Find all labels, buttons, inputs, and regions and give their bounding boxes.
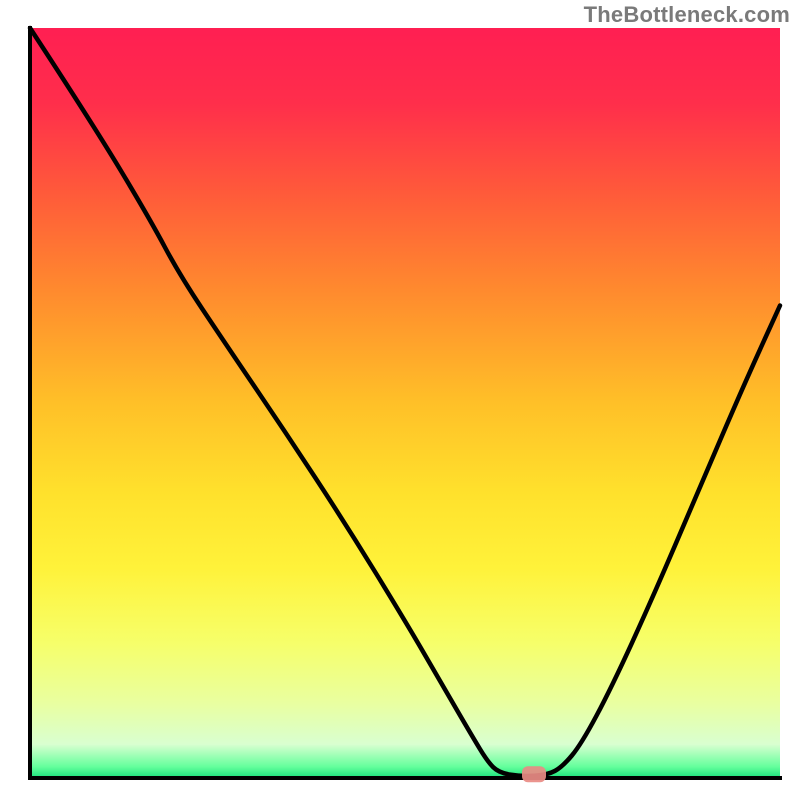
watermark-text: TheBottleneck.com	[584, 2, 790, 28]
bottleneck-chart	[0, 0, 800, 800]
optimal-point-marker	[522, 766, 546, 782]
chart-background	[30, 28, 780, 778]
